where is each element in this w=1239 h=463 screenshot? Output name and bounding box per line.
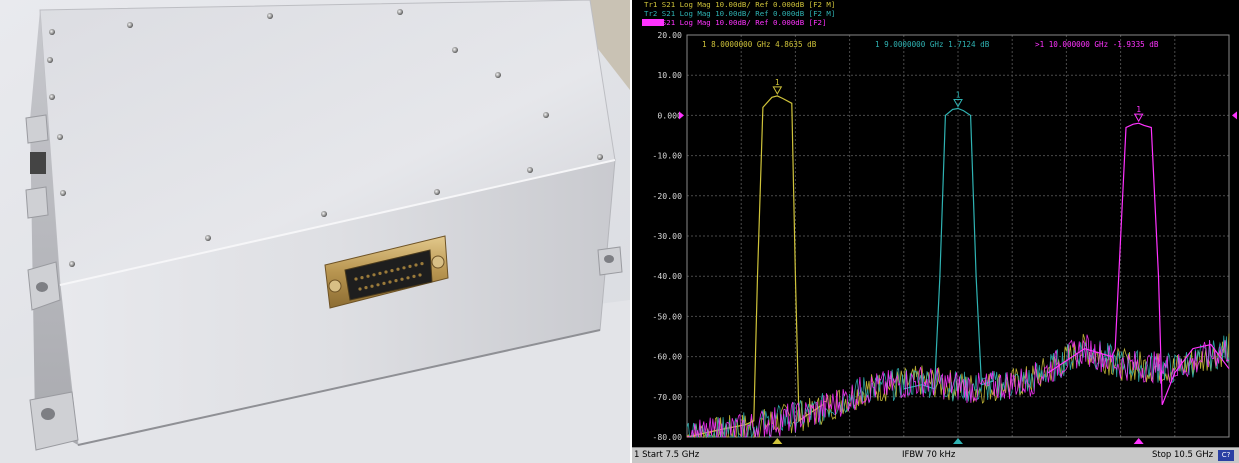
db25-connector xyxy=(324,235,449,309)
channel-badge[interactable]: C? xyxy=(1218,450,1234,461)
marker-1-tr3 xyxy=(1133,113,1144,123)
network-analyzer-screen: 20.00 10.00 0.000 -10.00 -20.00 -30.00 -40.00 -… xyxy=(632,0,1239,463)
active-trace-indicator xyxy=(642,19,664,26)
trace-line-tr1 xyxy=(686,95,823,438)
stimulus-marker xyxy=(772,438,783,444)
y-tick-label: -70.00 xyxy=(652,392,682,402)
trace-noise-tr2 xyxy=(686,335,1230,439)
marker-1-tr1 xyxy=(772,86,783,95)
marker-readout-1: 1 8.0000000 GHz 4.8635 dB xyxy=(702,40,817,49)
y-tick-label: -40.00 xyxy=(652,271,682,281)
sparam-plot: 20.00 10.00 0.000 -10.00 -20.00 -30.00 -40.00 -… xyxy=(652,30,1237,444)
marker-1-tr2 xyxy=(953,99,963,108)
device-photo xyxy=(0,0,630,463)
trace-line-tr3 xyxy=(1047,122,1230,406)
y-tick-label: 0.000 xyxy=(657,110,682,120)
y-tick-label: 20.00 xyxy=(657,30,682,40)
trace-label-tr1[interactable]: Tr1 S21 Log Mag 10.00dB/ Ref 0.000dB [F2… xyxy=(644,0,836,9)
mounting-tab xyxy=(25,114,49,144)
ref-level-marker-left xyxy=(679,111,684,120)
y-tick-label: -10.00 xyxy=(652,151,682,161)
trace-header: Tr1 S21 Log Mag 10.00dB/ Ref 0.000dB [F2… xyxy=(632,0,1239,30)
trace-noise-tr3 xyxy=(686,334,1230,438)
screw-heads xyxy=(47,9,603,267)
plot-frame xyxy=(686,34,1230,438)
stop-frequency[interactable]: Stop 10.5 GHz xyxy=(1152,450,1214,460)
trace-label-tr3[interactable]: Tr3 S21 Log Mag 10.00dB/ Ref 0.000dB [F2… xyxy=(644,18,827,27)
mounting-tab xyxy=(29,391,79,451)
ref-level-marker-right xyxy=(1232,111,1237,120)
marker-number: 1 xyxy=(1136,105,1141,114)
trace-line-tr2 xyxy=(903,107,995,390)
y-tick-label: -50.00 xyxy=(652,311,682,321)
marker-readout-3: >1 10.000000 GHz -1.9335 dB xyxy=(1035,40,1159,49)
y-tick-label: -60.00 xyxy=(652,352,682,362)
ifbw-setting[interactable]: IFBW 70 kHz xyxy=(902,450,956,460)
y-tick-label: 10.00 xyxy=(657,70,682,80)
y-tick-label: -30.00 xyxy=(652,231,682,241)
trace-label-tr2[interactable]: Tr2 S21 Log Mag 10.00dB/ Ref 0.000dB [F2… xyxy=(644,9,836,18)
stimulus-marker xyxy=(1133,438,1144,444)
marker-number: 1 xyxy=(775,78,780,87)
marker-readout-2: 1 9.0000000 GHz 1.7124 dB xyxy=(875,40,990,49)
mounting-tab xyxy=(25,186,49,219)
stimulus-marker xyxy=(953,438,963,444)
y-tick-label: -80.00 xyxy=(652,432,682,442)
status-bar: 1 Start 7.5 GHz IFBW 70 kHz Stop 10.5 GH… xyxy=(632,447,1239,463)
marker-number: 1 xyxy=(956,91,961,100)
y-tick-label: -20.00 xyxy=(652,191,682,201)
start-frequency[interactable]: 1 Start 7.5 GHz xyxy=(634,450,700,460)
